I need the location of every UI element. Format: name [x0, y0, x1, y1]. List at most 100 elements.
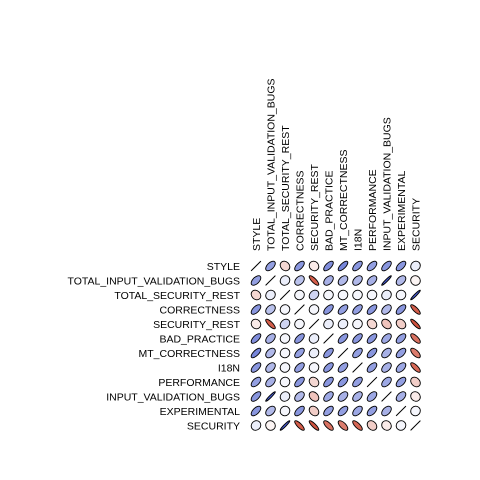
cell-security-rest-total-input-validation-bugs	[265, 318, 276, 330]
column-label-bad-practice: BAD_PRACTICE	[323, 170, 335, 251]
column-label-style: STYLE	[251, 218, 263, 251]
cell-performance-bad-practice	[323, 376, 334, 388]
cell-style-correctness	[294, 260, 305, 272]
cell-i18n-security	[410, 362, 421, 373]
column-label-i18n: I18N	[352, 229, 364, 251]
cell-total-security-rest-experimental	[395, 289, 407, 301]
cell-input-validation-bugs-i18n	[352, 391, 363, 402]
column-label-total-input-validation-bugs: TOTAL_INPUT_VALIDATION_BUGS	[265, 78, 277, 251]
cell-security-rest-performance	[366, 318, 378, 330]
cell-security-security-rest	[308, 420, 320, 431]
row-label-correctness: CORRECTNESS	[159, 304, 240, 316]
row-labels: STYLE TOTAL_INPUT_VALIDATION_BUGS TOTAL_SE…	[67, 261, 240, 433]
cell-performance-style	[250, 376, 262, 388]
cell-mt-correctness-total-input-validation-bugs	[265, 347, 276, 359]
cell-style-input-validation-bugs	[381, 260, 392, 272]
cell-security-rest-input-validation-bugs	[381, 318, 392, 330]
cell-performance-performance	[366, 376, 378, 388]
row-label-input-validation-bugs: INPUT_VALIDATION_BUGS	[106, 391, 240, 403]
cell-correctness-security	[410, 304, 421, 315]
cell-i18n-experimental	[395, 362, 407, 373]
cell-security-rest-security-rest	[308, 318, 320, 330]
cell-correctness-bad-practice	[323, 304, 334, 315]
cell-input-validation-bugs-input-validation-bugs	[381, 391, 392, 402]
cell-performance-total-input-validation-bugs	[265, 376, 276, 388]
cell-security-input-validation-bugs	[381, 420, 392, 431]
cell-style-mt-correctness	[337, 260, 349, 272]
cell-style-total-input-validation-bugs	[265, 260, 276, 272]
cell-mt-correctness-security	[410, 347, 421, 359]
cell-total-input-validation-bugs-mt-correctness	[337, 275, 349, 286]
cell-performance-security	[410, 376, 421, 388]
cell-mt-correctness-performance	[366, 347, 378, 359]
cell-input-validation-bugs-style	[250, 391, 262, 402]
cell-experimental-bad-practice	[323, 405, 334, 417]
cell-style-i18n	[352, 260, 363, 272]
cell-security-rest-correctness	[294, 318, 305, 330]
column-label-performance: PERFORMANCE	[367, 169, 379, 251]
cell-total-input-validation-bugs-style	[250, 275, 262, 286]
cell-security-rest-experimental	[395, 318, 407, 330]
row-label-total-input-validation-bugs: TOTAL_INPUT_VALIDATION_BUGS	[67, 275, 240, 287]
cell-security-rest-total-security-rest	[279, 318, 291, 330]
cell-total-security-rest-i18n	[352, 289, 363, 301]
cell-mt-correctness-total-security-rest	[279, 347, 291, 359]
cell-correctness-total-input-validation-bugs	[265, 304, 276, 315]
cell-total-security-rest-security-rest	[308, 289, 320, 301]
cell-bad-practice-performance	[366, 333, 378, 344]
cell-input-validation-bugs-mt-correctness	[337, 391, 349, 402]
cell-total-security-rest-bad-practice	[323, 289, 334, 301]
cell-security-security	[410, 420, 421, 431]
cell-security-mt-correctness	[337, 420, 349, 431]
cell-i18n-performance	[366, 362, 378, 373]
row-label-i18n: I18N	[218, 362, 240, 374]
column-label-mt-correctness: MT_CORRECTNESS	[338, 149, 350, 251]
cell-security-rest-style	[250, 318, 262, 330]
cell-i18n-total-security-rest	[279, 362, 291, 373]
cell-bad-practice-security	[410, 333, 421, 344]
cell-security-rest-security	[410, 318, 421, 330]
cell-total-security-rest-security	[410, 289, 421, 301]
cell-i18n-correctness	[294, 362, 305, 373]
cell-total-input-validation-bugs-security-rest	[308, 275, 320, 286]
cell-bad-practice-correctness	[294, 333, 305, 344]
cell-total-input-validation-bugs-experimental	[395, 275, 407, 286]
cell-correctness-security-rest	[308, 304, 320, 315]
cell-i18n-mt-correctness	[337, 362, 349, 373]
cell-total-input-validation-bugs-input-validation-bugs	[381, 275, 392, 286]
cell-experimental-input-validation-bugs	[381, 405, 392, 417]
cell-input-validation-bugs-security-rest	[308, 391, 320, 402]
cell-experimental-mt-correctness	[337, 405, 349, 417]
cell-mt-correctness-experimental	[395, 347, 407, 359]
cell-i18n-total-input-validation-bugs	[265, 362, 276, 373]
column-label-experimental: EXPERIMENTAL	[396, 171, 408, 251]
row-label-experimental: EXPERIMENTAL	[160, 406, 240, 418]
cell-bad-practice-total-security-rest	[279, 333, 291, 344]
cell-experimental-correctness	[294, 405, 305, 417]
cell-input-validation-bugs-performance	[366, 391, 378, 402]
cell-total-input-validation-bugs-security	[410, 275, 421, 286]
cell-input-validation-bugs-correctness	[294, 391, 305, 402]
cell-mt-correctness-bad-practice	[323, 347, 334, 359]
cell-security-rest-bad-practice	[323, 318, 334, 330]
cell-bad-practice-i18n	[352, 333, 363, 344]
cell-input-validation-bugs-bad-practice	[323, 391, 334, 402]
cell-i18n-i18n	[352, 362, 363, 373]
cell-total-input-validation-bugs-bad-practice	[323, 275, 334, 286]
ellipse-cells	[250, 260, 421, 431]
cell-experimental-security	[410, 405, 421, 417]
cell-correctness-style	[250, 304, 262, 315]
cell-total-input-validation-bugs-total-input-validation-bugs	[265, 275, 276, 286]
cell-style-security-rest	[308, 260, 320, 272]
cell-security-total-security-rest	[279, 420, 291, 431]
row-label-total-security-rest: TOTAL_SECURITY_REST	[114, 290, 240, 302]
cell-style-style	[250, 260, 262, 272]
cell-i18n-bad-practice	[323, 362, 334, 373]
cell-experimental-total-input-validation-bugs	[265, 405, 276, 417]
row-label-bad-practice: BAD_PRACTICE	[159, 333, 240, 345]
column-label-input-validation-bugs: INPUT_VALIDATION_BUGS	[381, 117, 393, 251]
cell-performance-i18n	[352, 376, 363, 388]
cell-correctness-i18n	[352, 304, 363, 315]
cell-bad-practice-experimental	[395, 333, 407, 344]
